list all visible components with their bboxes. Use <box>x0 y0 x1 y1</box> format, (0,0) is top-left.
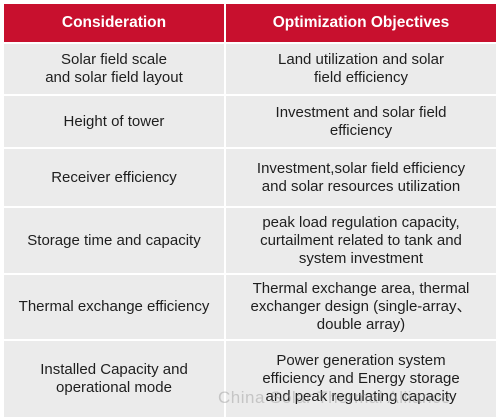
row-6-consideration: Installed Capacity and operational mode <box>4 341 224 417</box>
row-1-objective: Land utilization and solar field efficie… <box>226 44 496 94</box>
row-2-consideration: Height of tower <box>4 96 224 147</box>
watermark-text: China Solar Thermal Alliance <box>218 388 451 407</box>
row-6-objective: Power generation system efficiency and E… <box>226 341 496 417</box>
row-1-consideration: Solar field scale and solar field layout <box>4 44 224 94</box>
row-4-consideration: Storage time and capacity <box>4 208 224 273</box>
row-3-objective: Investment,solar field efficiency and so… <box>226 149 496 206</box>
row-5-consideration: Thermal exchange efficiency <box>4 275 224 339</box>
row-5-objective: Thermal exchange area, thermal exchanger… <box>226 275 496 339</box>
row-4-objective: peak load regulation capacity, curtailme… <box>226 208 496 273</box>
header-optimization-objectives: Optimization Objectives <box>226 4 496 42</box>
considerations-table: Consideration Optimization Objectives So… <box>4 4 496 417</box>
header-consideration: Consideration <box>4 4 224 42</box>
row-3-consideration: Receiver efficiency <box>4 149 224 206</box>
row-2-objective: Investment and solar field efficiency <box>226 96 496 147</box>
